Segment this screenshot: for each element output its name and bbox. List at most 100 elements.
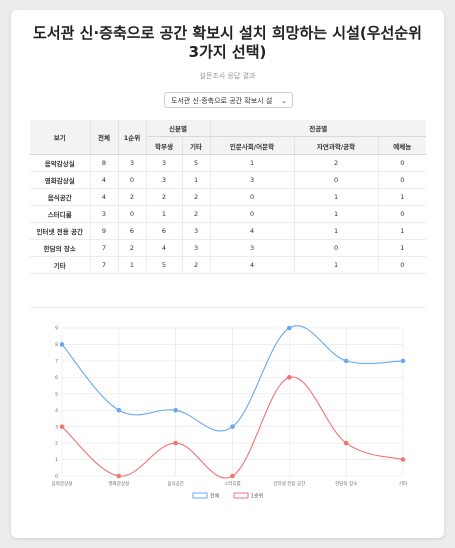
x-tick-label: 영화감상실 <box>108 480 129 487</box>
cell-humanities: 0 <box>210 205 295 223</box>
y-tick-label: 7 <box>55 358 58 364</box>
cell-total: 4 <box>90 188 119 206</box>
cell-total: 7 <box>90 256 119 274</box>
cell-label: 스터디룸 <box>30 205 91 223</box>
data-point <box>287 375 292 380</box>
cell-label: 영화감상실 <box>30 171 91 189</box>
question-select[interactable]: 도서관 신·증축으로 공간 확보시 설 ⌄ <box>164 92 293 108</box>
header-rank1: 1순위 <box>118 120 147 155</box>
cell-science: 1 <box>294 188 379 206</box>
cell-total: 8 <box>90 154 119 172</box>
data-point <box>400 358 406 364</box>
y-tick-label: 1 <box>55 457 58 463</box>
cell-science: 1 <box>294 256 379 274</box>
cell-undergrad: 3 <box>146 154 183 172</box>
cell-undergrad: 3 <box>146 171 183 189</box>
data-point <box>116 407 122 413</box>
page-subtitle: 설문조사 응답 결과 <box>199 72 256 80</box>
cell-other: 1 <box>182 171 211 189</box>
cell-label: 기타 <box>30 256 91 274</box>
legend-swatch <box>233 492 249 499</box>
x-tick-label: 한담의 장소 <box>335 480 357 487</box>
header-group-status: 신분별 <box>146 120 211 137</box>
cell-arts: 0 <box>378 154 427 172</box>
table-row: 한담의 장소 7 2 4 3 3 0 1 <box>30 239 427 257</box>
x-tick-label: 인터넷 전용 공간 <box>273 480 305 487</box>
cell-rank1: 2 <box>118 239 147 257</box>
cell-other: 2 <box>182 188 211 206</box>
cell-arts: 1 <box>378 222 427 240</box>
x-tick-label: 스터디룸 <box>224 480 241 487</box>
cell-science: 2 <box>294 154 379 172</box>
y-tick-label: 2 <box>55 441 58 447</box>
page-title: 도서관 신·증축으로 공간 확보시 설치 희망하는 시설(우선순위 3가지 선택… <box>33 24 422 61</box>
x-tick-label: 음식공간 <box>167 480 184 487</box>
x-tick-label: 기타 <box>399 480 408 487</box>
cell-label: 음식공간 <box>30 188 91 206</box>
cell-total: 3 <box>90 205 119 223</box>
data-point <box>230 424 235 429</box>
cell-undergrad: 6 <box>146 222 183 240</box>
cell-other: 3 <box>182 239 211 257</box>
cell-total: 9 <box>90 222 119 240</box>
line-chart: 0 1 2 3 4 5 6 7 8 9 음악감상실 영화감상실 음식공간 스터디룸 인터넷 전용 공간 한담의… <box>52 325 408 500</box>
cell-other: 3 <box>182 222 211 240</box>
cell-other: 5 <box>182 154 211 172</box>
cell-label: 인터넷 전용 공간 <box>30 222 91 240</box>
legend-label: 전체 <box>210 493 220 500</box>
legend-swatch <box>192 492 208 499</box>
results-table: 보기 전체 1순위 신분별 전공별 학부생 기타 인문사회/어문학 자연과학/공… <box>30 120 427 274</box>
header-humanities: 인문사회/어문학 <box>210 136 295 155</box>
section-divider <box>30 307 426 308</box>
y-tick-label: 9 <box>55 326 58 332</box>
table-row: 스터디룸 3 0 1 2 0 1 0 <box>30 205 427 223</box>
cell-other: 2 <box>182 256 211 274</box>
cell-humanities: 0 <box>210 188 295 206</box>
table-row: 영화감상실 4 0 3 1 3 0 0 <box>30 171 427 189</box>
cell-undergrad: 4 <box>146 239 183 257</box>
data-point <box>343 358 349 364</box>
y-tick-label: 5 <box>55 391 58 397</box>
y-tick-label: 3 <box>55 424 58 430</box>
data-point <box>400 457 406 462</box>
header-undergrad: 학부생 <box>146 136 183 155</box>
y-tick-label: 8 <box>55 342 58 348</box>
data-point <box>59 424 65 429</box>
data-point <box>230 473 235 479</box>
header-group-major: 전공별 <box>210 120 427 137</box>
cell-label: 한담의 장소 <box>30 239 91 257</box>
cell-total: 4 <box>90 171 119 189</box>
cell-total: 7 <box>90 239 119 257</box>
cell-rank1: 0 <box>118 205 147 223</box>
cell-arts: 1 <box>378 239 427 257</box>
table-row: 음식공간 4 2 2 2 0 1 1 <box>30 188 427 206</box>
cell-rank1: 6 <box>118 222 147 240</box>
cell-arts: 1 <box>378 188 427 206</box>
y-tick-label: 4 <box>55 408 58 414</box>
cell-science: 0 <box>294 239 379 257</box>
data-point <box>116 473 122 479</box>
data-point <box>173 407 178 413</box>
cell-arts: 0 <box>378 256 427 274</box>
cell-rank1: 2 <box>118 188 147 206</box>
data-point <box>59 342 65 347</box>
chevron-down-icon: ⌄ <box>281 97 287 105</box>
cell-undergrad: 2 <box>146 188 183 206</box>
question-select-value: 도서관 신·증축으로 공간 확보시 설 <box>171 97 273 105</box>
cell-label: 음악감상실 <box>30 154 91 172</box>
header-arts: 예체능 <box>378 136 427 155</box>
cell-humanities: 4 <box>210 222 295 240</box>
header-science: 자연과학/공학 <box>294 136 379 155</box>
table-row: 기타 7 1 5 2 4 1 0 <box>30 256 427 274</box>
x-tick-label: 음악감상실 <box>52 480 73 487</box>
data-point <box>173 440 178 446</box>
header-total: 전체 <box>90 120 119 155</box>
cell-humanities: 4 <box>210 256 295 274</box>
cell-rank1: 1 <box>118 256 147 274</box>
header-other: 기타 <box>182 136 211 155</box>
cell-humanities: 1 <box>210 154 295 172</box>
table-row: 인터넷 전용 공간 9 6 6 3 4 1 1 <box>30 222 427 240</box>
cell-arts: 0 <box>378 171 427 189</box>
cell-science: 1 <box>294 205 379 223</box>
legend-label: 1순위 <box>251 493 263 500</box>
